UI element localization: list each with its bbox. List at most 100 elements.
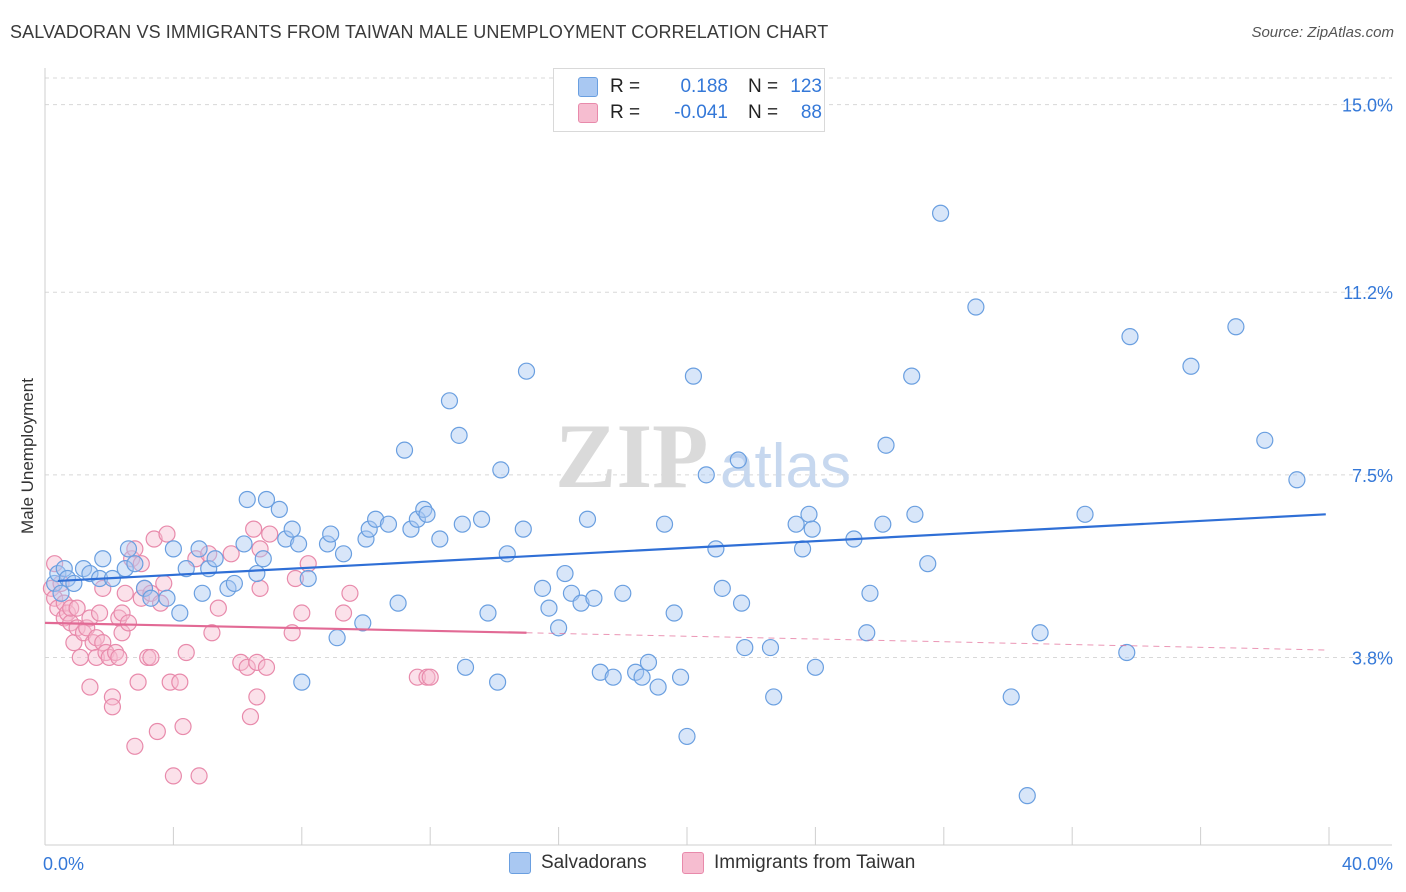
salvadoran-point xyxy=(878,437,894,453)
salvadoran-point xyxy=(907,506,923,522)
salvadoran-point xyxy=(255,551,271,567)
salvadorans-legend-swatch xyxy=(509,852,531,874)
salvadoran-point xyxy=(249,566,265,582)
salvadoran-point xyxy=(920,556,936,572)
salvadoran-point xyxy=(336,546,352,562)
y-tick-label: 15.0% xyxy=(1342,96,1393,116)
salvadoran-point xyxy=(458,659,474,675)
taiwan-legend-swatch xyxy=(682,852,704,874)
salvadoran-point xyxy=(294,674,310,690)
salvadoran-point xyxy=(1183,358,1199,374)
salvadoran-point xyxy=(480,605,496,621)
y-tick-label: 11.2% xyxy=(1343,283,1393,303)
salvadoran-point xyxy=(862,585,878,601)
taiwan-point xyxy=(72,649,88,665)
salvadoran-point xyxy=(734,595,750,611)
taiwan-legend-label: Immigrants from Taiwan xyxy=(714,852,915,874)
taiwan-point xyxy=(422,669,438,685)
salvadoran-point xyxy=(714,580,730,596)
scatter-plot: ZIP atlas 3.8%7.5%11.2%15.0%0.0% 40.0% xyxy=(0,0,1406,892)
taiwan-point xyxy=(300,556,316,572)
salvadoran-point xyxy=(1019,788,1035,804)
taiwan-point xyxy=(159,526,175,542)
taiwan-point xyxy=(156,575,172,591)
watermark: ZIP atlas xyxy=(555,405,851,507)
salvadoran-point xyxy=(323,526,339,542)
salvadoran-point xyxy=(807,659,823,675)
salvadoran-point xyxy=(968,299,984,315)
salvadoran-point xyxy=(586,590,602,606)
salvadoran-point xyxy=(1003,689,1019,705)
legend-r-value: -0.041 xyxy=(648,102,728,124)
salvadoran-point xyxy=(271,501,287,517)
salvadoran-point xyxy=(904,368,920,384)
salvadoran-point xyxy=(499,546,515,562)
salvadoran-point xyxy=(490,674,506,690)
salvadoran-point xyxy=(673,669,689,685)
legend-n-value: 88 xyxy=(782,102,822,124)
salvadoran-point xyxy=(143,590,159,606)
salvadoran-point xyxy=(1119,645,1135,661)
taiwan-point xyxy=(342,585,358,601)
y-tick-label: 7.5% xyxy=(1352,466,1393,486)
salvadoran-point xyxy=(474,511,490,527)
taiwan-point xyxy=(143,649,159,665)
taiwan-point xyxy=(120,615,136,631)
salvadoran-point xyxy=(557,566,573,582)
salvadoran-point xyxy=(127,556,143,572)
bottom-legend-salvadorans: Salvadorans xyxy=(509,852,647,874)
taiwan-trendline-extension xyxy=(527,633,1330,650)
watermark-zip: ZIP xyxy=(555,405,708,507)
salvadoran-point xyxy=(194,585,210,601)
taiwan-point xyxy=(117,585,133,601)
legend-r-value: 0.188 xyxy=(648,76,728,98)
salvadoran-point xyxy=(291,536,307,552)
salvadoran-point xyxy=(679,728,695,744)
salvadoran-point xyxy=(640,654,656,670)
salvadoran-point xyxy=(1228,319,1244,335)
legend-r-label: R = xyxy=(610,102,648,124)
taiwan-point xyxy=(104,699,120,715)
taiwan-point xyxy=(191,768,207,784)
salvadoran-point xyxy=(762,640,778,656)
taiwan-point xyxy=(210,600,226,616)
taiwan-point xyxy=(294,605,310,621)
correlation-legend: R = 0.188 N = 123 R = -0.041 N = 88 xyxy=(553,68,825,132)
salvadoran-point xyxy=(535,580,551,596)
salvadoran-point xyxy=(329,630,345,646)
salvadoran-point xyxy=(933,205,949,221)
salvadoran-point xyxy=(634,669,650,685)
axis-layer xyxy=(45,68,1392,845)
salvadoran-point xyxy=(795,541,811,557)
taiwan-point xyxy=(262,526,278,542)
taiwan-point xyxy=(249,689,265,705)
legend-n-label: N = xyxy=(748,76,782,98)
taiwan-point xyxy=(178,645,194,661)
salvadorans-legend-label: Salvadorans xyxy=(541,852,647,874)
legend-r-label: R = xyxy=(610,76,648,98)
salvadoran-point xyxy=(300,570,316,586)
salvadoran-point xyxy=(666,605,682,621)
salvadoran-point xyxy=(451,427,467,443)
salvadoran-point xyxy=(159,590,175,606)
salvadoran-point xyxy=(172,605,188,621)
salvadoran-point xyxy=(191,541,207,557)
salvadoran-point xyxy=(541,600,557,616)
salvadoran-point xyxy=(419,506,435,522)
salvadoran-point xyxy=(685,368,701,384)
salvadoran-point xyxy=(698,467,714,483)
salvadoran-point xyxy=(605,669,621,685)
salvadoran-point xyxy=(390,595,406,611)
salvadoran-point xyxy=(284,521,300,537)
y-tick-label: 3.8% xyxy=(1352,648,1393,668)
taiwan-point xyxy=(242,709,258,725)
salvadoran-point xyxy=(441,393,457,409)
legend-n-label: N = xyxy=(748,102,782,124)
salvadoran-point xyxy=(875,516,891,532)
taiwan-point xyxy=(258,659,274,675)
salvadoran-point xyxy=(519,363,535,379)
salvadoran-point xyxy=(615,585,631,601)
salvadoran-point xyxy=(1077,506,1093,522)
salvadoran-point xyxy=(226,575,242,591)
taiwan-point xyxy=(252,580,268,596)
